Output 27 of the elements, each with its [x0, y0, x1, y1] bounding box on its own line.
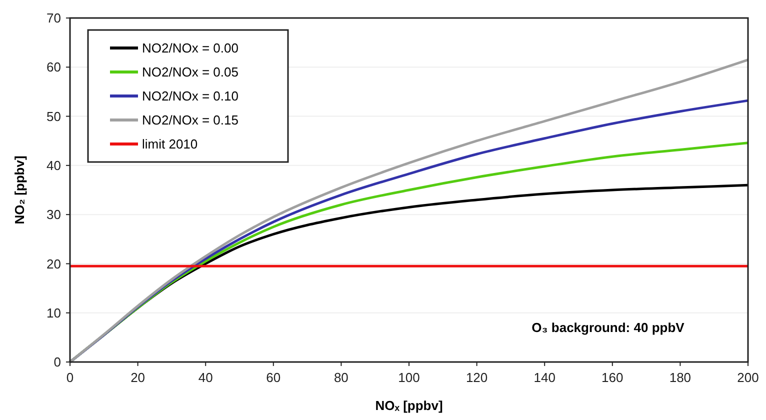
y-tick-label: 0: [54, 354, 61, 370]
x-tick-label: 120: [466, 370, 488, 385]
y-tick-label: 60: [46, 60, 61, 75]
y-tick-label: 50: [46, 108, 61, 124]
x-tick-label: 60: [266, 370, 281, 385]
x-axis-title: NOₓ [ppbv]: [375, 398, 443, 413]
y-tick-label: 10: [46, 305, 61, 320]
x-tick-label: 0: [66, 370, 74, 385]
legend-label: NO2/NOx = 0.10: [142, 88, 238, 104]
x-tick-label: 180: [669, 370, 692, 385]
x-tick-label: 140: [534, 370, 556, 385]
y-tick-label: 30: [46, 207, 61, 222]
legend-label: NO2/NOx = 0.05: [142, 64, 238, 80]
x-tick-label: 100: [398, 370, 420, 385]
y-tick-label: 20: [46, 256, 61, 272]
y-axis-title: NO₂ [ppbv]: [12, 156, 27, 224]
y-tick-label: 70: [46, 10, 61, 26]
x-tick-label: 160: [602, 370, 624, 385]
legend-label: NO2/NOx = 0.15: [142, 112, 238, 128]
x-tick-label: 80: [334, 370, 348, 385]
annotation: O₃ background: 40 ppbV: [532, 320, 685, 335]
x-tick-label: 200: [737, 370, 759, 385]
x-tick-label: 20: [130, 370, 146, 385]
x-tick-label: 40: [198, 370, 213, 385]
legend-label: limit 2010: [142, 136, 198, 152]
y-tick-label: 40: [46, 158, 61, 173]
legend-label: NO2/NOx = 0.00: [142, 40, 238, 56]
